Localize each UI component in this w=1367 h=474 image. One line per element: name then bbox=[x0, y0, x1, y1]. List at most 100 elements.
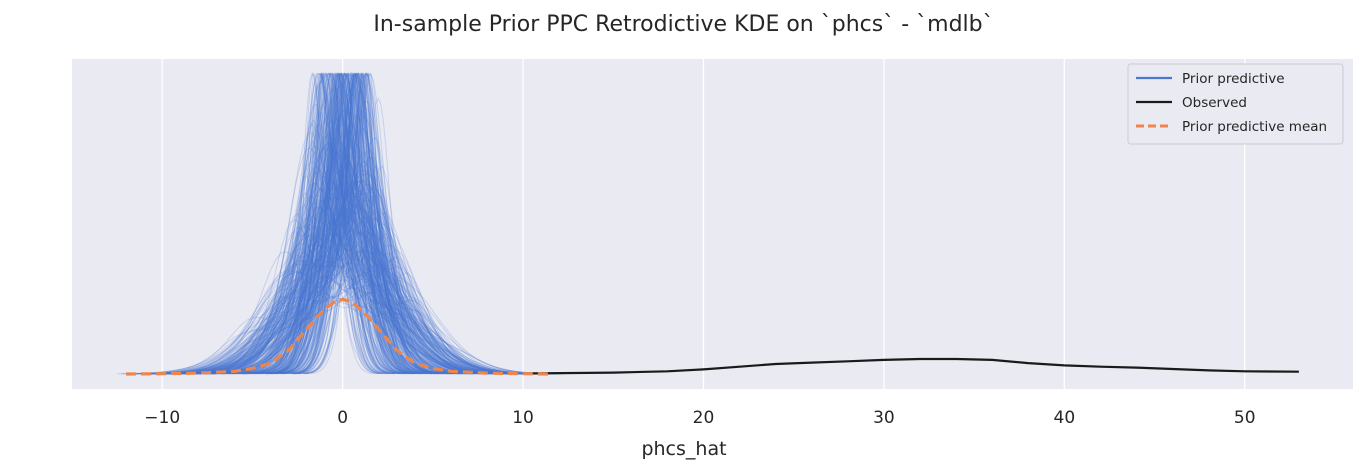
prior-predictive-draw bbox=[150, 249, 542, 375]
prior-predictive-draw bbox=[298, 71, 421, 375]
prior-predictive-draw bbox=[284, 71, 416, 375]
prior-predictive-draw bbox=[291, 72, 410, 375]
prior-predictive-draw bbox=[285, 71, 395, 375]
prior-predictive-draw bbox=[132, 206, 535, 375]
prior-predictive-draw bbox=[164, 208, 499, 375]
prior-predictive-draw bbox=[169, 208, 488, 375]
prior-predictive-draw bbox=[290, 72, 411, 375]
prior-predictive-draw bbox=[280, 72, 414, 375]
prior-predictive-draw bbox=[197, 163, 526, 375]
prior-predictive-draw bbox=[275, 72, 383, 375]
prior-predictive-draw bbox=[172, 229, 527, 375]
prior-predictive-draw bbox=[157, 244, 556, 375]
prior-predictive-draw bbox=[275, 71, 410, 375]
prior-predictive-draw bbox=[144, 280, 517, 375]
prior-predictive-draw bbox=[294, 72, 400, 375]
prior-predictive-draw bbox=[281, 72, 392, 375]
prior-predictive-draw bbox=[252, 71, 409, 375]
prior-predictive-draw bbox=[262, 72, 380, 375]
prior-predictive-draw bbox=[264, 73, 396, 375]
prior-predictive-draw bbox=[191, 204, 519, 375]
prior-predictive-draw bbox=[154, 209, 550, 375]
prior-predictive-draw bbox=[269, 72, 429, 375]
prior-predictive-draw bbox=[274, 107, 444, 375]
prior-predictive-draw bbox=[152, 228, 515, 375]
prior-predictive-draw bbox=[272, 72, 424, 375]
prior-predictive-draw bbox=[154, 248, 508, 375]
prior-predictive-draw bbox=[122, 261, 521, 375]
prior-predictive-draw bbox=[259, 72, 403, 375]
prior-predictive-draw bbox=[270, 72, 396, 375]
prior-predictive-draw bbox=[283, 73, 391, 375]
prior-predictive-draw bbox=[200, 154, 497, 375]
prior-predictive-draw bbox=[255, 73, 388, 375]
x-tick-label: 10 bbox=[512, 408, 534, 428]
prior-predictive-draw bbox=[260, 152, 445, 375]
prior-predictive-draw bbox=[184, 220, 509, 375]
prior-predictive-draw bbox=[304, 71, 418, 375]
prior-predictive-draw bbox=[268, 72, 374, 375]
prior-predictive-draw bbox=[303, 73, 413, 375]
prior-predictive-draw bbox=[169, 201, 511, 375]
prior-predictive-draw bbox=[295, 73, 414, 375]
prior-predictive-draw bbox=[160, 254, 510, 375]
prior-predictive-draw bbox=[144, 268, 508, 375]
prior-predictive-draw bbox=[172, 251, 527, 375]
prior-predictive-draw bbox=[179, 180, 485, 375]
prior-predictive-draw bbox=[269, 72, 394, 375]
prior-predictive-draw bbox=[202, 170, 474, 375]
prior-predictive-draw bbox=[302, 72, 424, 375]
prior-predictive-draw bbox=[199, 169, 528, 375]
prior-predictive-draw bbox=[162, 193, 505, 375]
prior-predictive-draw bbox=[214, 145, 463, 375]
prior-predictive-draw bbox=[272, 72, 447, 375]
prior-predictive-draw bbox=[198, 188, 528, 375]
prior-predictive-draw bbox=[186, 214, 526, 375]
prior-predictive-draw bbox=[200, 186, 492, 375]
prior-predictive-draw bbox=[143, 252, 546, 375]
prior-predictive-draw bbox=[202, 196, 500, 375]
prior-predictive-draw bbox=[257, 72, 408, 375]
prior-predictive-draw bbox=[193, 206, 492, 375]
prior-predictive-draw bbox=[288, 72, 402, 375]
prior-predictive-draw bbox=[285, 73, 397, 375]
prior-predictive-draw bbox=[230, 118, 435, 375]
prior-predictive-draw bbox=[270, 97, 438, 375]
prior-predictive-draw bbox=[168, 175, 509, 375]
prior-predictive-draw bbox=[130, 266, 538, 375]
prior-predictive-draw bbox=[260, 135, 421, 374]
prior-predictive-draw bbox=[286, 72, 411, 374]
prior-predictive-draw bbox=[241, 72, 428, 375]
prior-predictive-draw bbox=[271, 73, 395, 375]
prior-predictive-draw bbox=[228, 87, 444, 375]
prior-predictive-draw bbox=[201, 211, 527, 375]
prior-predictive-draw bbox=[128, 243, 533, 375]
prior-predictive-draw bbox=[275, 86, 444, 375]
prior-predictive-draw bbox=[194, 171, 526, 375]
prior-predictive-draw bbox=[253, 73, 428, 375]
prior-predictive-draw bbox=[262, 73, 419, 375]
prior-predictive-draw bbox=[266, 72, 381, 374]
prior-predictive-draw bbox=[245, 113, 461, 375]
prior-predictive-draw bbox=[205, 144, 440, 375]
prior-predictive-draw bbox=[154, 270, 524, 375]
prior-predictive-draw bbox=[173, 197, 541, 375]
prior-predictive-draw bbox=[157, 213, 548, 375]
x-tick-labels: −10 0 10 20 30 40 50 bbox=[144, 408, 1255, 428]
prior-predictive-draw bbox=[267, 72, 402, 375]
prior-predictive-draw bbox=[278, 73, 397, 375]
prior-predictive-draw bbox=[153, 220, 550, 375]
prior-predictive-draw bbox=[279, 71, 386, 375]
prior-predictive-draw bbox=[292, 73, 406, 375]
prior-predictive-draw bbox=[270, 72, 423, 375]
legend: Prior predictive Observed Prior predicti… bbox=[1127, 63, 1344, 145]
prior-predictive-draw bbox=[293, 72, 415, 374]
prior-predictive-draw bbox=[235, 165, 489, 375]
prior-predictive-draw bbox=[211, 179, 499, 375]
prior-predictive-draw bbox=[287, 80, 419, 374]
prior-predictive-draw bbox=[218, 181, 482, 375]
prior-predictive-draw bbox=[293, 72, 400, 375]
prior-predictive-draw bbox=[294, 71, 416, 375]
prior-predictive-draw bbox=[197, 188, 477, 375]
prior-predictive-draw bbox=[291, 72, 415, 375]
